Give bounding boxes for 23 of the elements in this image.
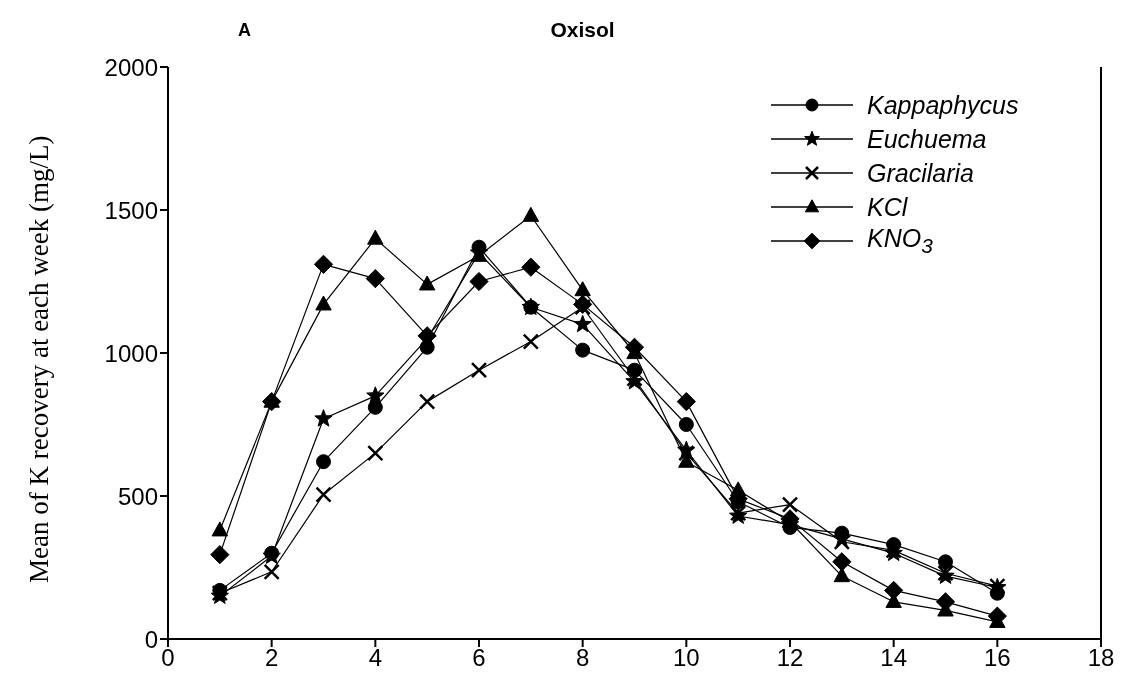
- legend-label: Kappaphycus: [867, 90, 1020, 120]
- y-tick-label: 0: [144, 625, 158, 653]
- chart-title: Oxisol: [550, 18, 615, 41]
- x-tick-label: 4: [368, 644, 383, 672]
- x-tick-label: 14: [880, 644, 908, 672]
- x-tick-label: 6: [472, 644, 486, 672]
- x-tick-label: 12: [776, 644, 804, 672]
- text: A: [238, 20, 251, 41]
- y-tick-label: 500: [117, 482, 158, 510]
- legend-label: KNO$_{3}$: [867, 224, 934, 258]
- legend-label: Euchuema: [867, 124, 988, 154]
- y-tick-label: 1000: [104, 339, 158, 367]
- x-tick-label: 10: [672, 644, 700, 672]
- x-tick-label: 2: [264, 644, 279, 672]
- y-tick-label: 2000: [104, 53, 158, 81]
- x-tick-label: 8: [575, 644, 590, 672]
- x-tick-label: 0: [161, 644, 175, 672]
- y-axis-title: Mean of K recovery at each week (mg/L): [23, 135, 54, 583]
- x-tick-label: 18: [1087, 644, 1115, 672]
- legend-label: Gracilaria: [867, 158, 975, 188]
- legend-label: KCl: [867, 192, 909, 222]
- x-tick-label: 16: [983, 644, 1011, 672]
- y-tick-label: 1500: [104, 196, 158, 224]
